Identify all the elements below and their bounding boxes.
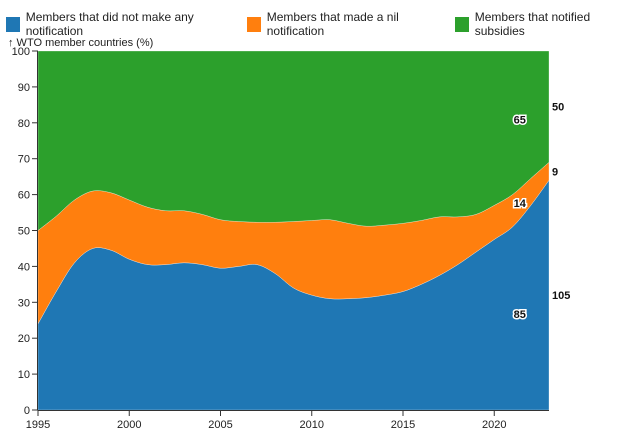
x-tick-label: 1995 bbox=[26, 419, 50, 431]
legend-label: Members that notified subsidies bbox=[474, 10, 591, 38]
legend-swatch bbox=[6, 16, 20, 32]
legend-item-notified-subsidies: Members that notified subsidies bbox=[455, 10, 629, 38]
legend-item-no-notification: Members that did not make any notificati… bbox=[6, 10, 235, 38]
legend-swatch bbox=[455, 16, 469, 32]
y-tick-label: 30 bbox=[18, 297, 30, 309]
legend: Members that did not make any notificati… bbox=[6, 10, 641, 38]
data-label: 85 bbox=[514, 309, 526, 321]
legend-label: Members that did not make any notificati… bbox=[25, 10, 194, 38]
area-3 bbox=[37, 50, 550, 232]
legend-label: Members that made a nil notification bbox=[266, 10, 399, 38]
y-tick-label: 10 bbox=[18, 369, 30, 381]
data-label: 14 bbox=[514, 198, 527, 210]
x-tick-label: 2015 bbox=[391, 419, 415, 431]
end-value-label: 105 bbox=[552, 290, 570, 302]
legend-swatch bbox=[247, 16, 261, 32]
y-tick-label: 90 bbox=[18, 82, 30, 94]
legend-item-nil-notification: Members that made a nil notification bbox=[247, 10, 443, 38]
end-value-label: 9 bbox=[552, 166, 558, 178]
data-label: 65 bbox=[514, 115, 526, 127]
y-tick-label: 20 bbox=[18, 333, 30, 345]
x-tick-label: 2020 bbox=[482, 419, 506, 431]
y-tick-label: 70 bbox=[18, 154, 30, 166]
y-tick-label: 40 bbox=[18, 261, 30, 273]
y-tick-label: 80 bbox=[18, 118, 30, 130]
y-tick-label: 0 bbox=[24, 405, 30, 417]
x-tick-label: 2010 bbox=[300, 419, 324, 431]
x-tick-label: 2000 bbox=[117, 419, 141, 431]
y-axis-label: ↑ WTO member countries (%) bbox=[8, 37, 153, 49]
y-tick-label: 60 bbox=[18, 190, 30, 202]
x-tick-label: 2005 bbox=[208, 419, 232, 431]
y-tick-label: 50 bbox=[18, 226, 30, 238]
y-tick-label: 100 bbox=[12, 46, 30, 58]
end-value-label: 50 bbox=[552, 102, 564, 114]
